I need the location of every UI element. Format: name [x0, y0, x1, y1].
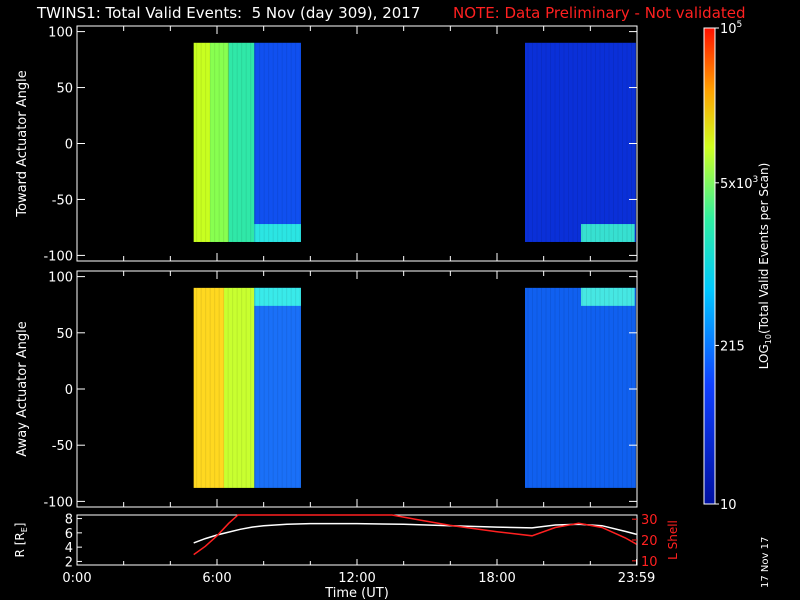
y-axis-label-right: L Shell: [666, 520, 680, 560]
heatmap-panel-1: 100 50 0 -50 -100 Toward Actuator Angle: [15, 25, 638, 264]
chart-title-main: TWINS1: Total Valid Events: 5 Nov (day 3…: [37, 4, 421, 22]
y-tick-label-right: 10: [641, 555, 658, 570]
y-tick-label-right: 30: [641, 513, 658, 528]
chart-title: TWINS1: Total Valid Events: 5 Nov (day 3…: [0, 4, 800, 24]
colorbar-tick-label: 105: [720, 20, 742, 37]
x-tick-label: 18:00: [478, 571, 515, 586]
x-tick-label: 6:00: [202, 571, 231, 586]
y-tick-label: 100: [48, 26, 73, 41]
colorbar-scale: [703, 27, 716, 505]
y-tick-label: -100: [43, 495, 73, 510]
colorbar-tick-label: 215: [720, 339, 745, 354]
y-tick-label: 2: [65, 555, 73, 570]
series-line-lshell: [193, 514, 637, 556]
data-band: [581, 287, 635, 306]
y-tick-label: 0: [65, 138, 73, 153]
data-column: [228, 42, 255, 242]
x-tick-label: 12:00: [338, 571, 375, 586]
colorbar-label: LOG10(Total Valid Events per Scan): [757, 163, 773, 370]
y-tick-label: -100: [43, 249, 73, 264]
data-column: [254, 287, 301, 488]
data-column: [525, 42, 636, 242]
colorbar-tick-label: 5x103: [720, 175, 758, 192]
y-tick-label: -50: [52, 193, 73, 208]
y-axis-label-left: R [RE]: [13, 523, 29, 558]
series-line-r: [193, 522, 637, 544]
x-tick-label: 0:00: [62, 571, 91, 586]
y-tick-label: 4: [65, 541, 73, 556]
data-column: [210, 42, 229, 242]
y-tick-label: 0: [65, 383, 73, 398]
data-column: [254, 42, 301, 242]
data-column: [193, 287, 224, 488]
colorbar-tick-label: 10: [720, 498, 737, 513]
x-tick-label: 23:59: [618, 571, 655, 586]
y-axis-label: Toward Actuator Angle: [15, 70, 30, 217]
y-tick-label: 8: [65, 513, 73, 528]
y-tick-label: -50: [52, 439, 73, 454]
y-tick-label: 6: [65, 527, 73, 542]
y-tick-label: 100: [48, 271, 73, 286]
panel-frame: [76, 514, 638, 566]
heatmap-panel-2: 100 50 0 -50 -100 Away Actuator Angle: [15, 270, 638, 510]
y-tick-label: 50: [56, 327, 73, 342]
preliminary-note: NOTE: Data Preliminary - Not validated: [453, 4, 746, 22]
y-tick-label: 50: [56, 82, 73, 97]
data-column: [193, 42, 210, 242]
y-axis-label: Away Actuator Angle: [15, 321, 30, 456]
y-tick-label-right: 20: [641, 534, 658, 549]
x-axis-label: Time (UT): [324, 586, 389, 600]
data-column: [224, 287, 255, 488]
date-stamp: 17 Nov 17: [760, 536, 771, 588]
data-band: [254, 287, 301, 306]
data-band: [254, 224, 301, 242]
data-band: [581, 224, 635, 242]
data-column: [525, 287, 636, 488]
